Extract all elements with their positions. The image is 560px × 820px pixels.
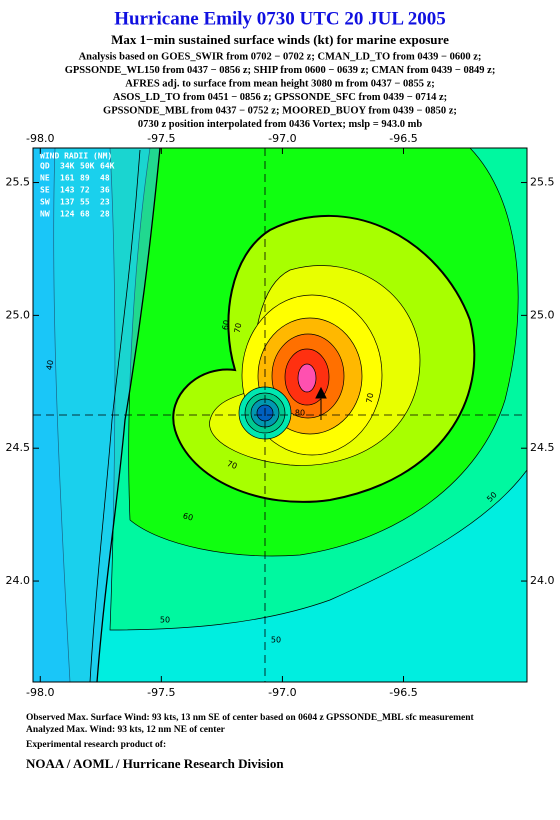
radii-cell: NW xyxy=(40,210,50,219)
radii-header: 64K xyxy=(100,162,115,171)
radii-cell: 55 xyxy=(80,198,90,207)
x-tick-label: -96.5 xyxy=(389,686,417,699)
x-tick-label: -97.0 xyxy=(268,132,296,145)
y-tick-label: 25.5 xyxy=(530,176,555,189)
land xyxy=(33,148,160,682)
contour-label: 70 xyxy=(233,322,244,334)
radii-header: QD xyxy=(40,162,50,171)
plot-frame xyxy=(32,147,528,683)
x-tick-label: -97.5 xyxy=(147,686,175,699)
contour-label: 60 xyxy=(221,319,232,331)
analysis-line: ASOS_LD_TO from 0451 − 0856 z; GPSSONDE_… xyxy=(113,92,447,103)
analysis-notes: Analysis based on GOES_SWIR from 0702 − … xyxy=(65,51,496,130)
footer-product: Experimental research product of: xyxy=(26,740,166,750)
radii-header: 50K xyxy=(80,162,95,171)
radii-cell: 89 xyxy=(80,174,90,183)
y-tick-label: 25.0 xyxy=(6,308,31,321)
radii-cell: 143 xyxy=(60,186,75,195)
radii-cell: 48 xyxy=(100,174,110,183)
analysis-line: Analysis based on GOES_SWIR from 0702 − … xyxy=(79,51,482,62)
contour-label: 40 xyxy=(45,359,56,371)
axes: -98.0 -98.0 -97.5 -97.5 -97.0 -97.0 -96.5 -96.5… xyxy=(6,132,555,699)
radii-cell: 28 xyxy=(100,210,110,219)
contour-label: 70 xyxy=(226,459,239,471)
radii-cell: 36 xyxy=(100,186,110,195)
subtitle: Max 1−min sustained surface winds (kt) f… xyxy=(111,32,449,47)
contour-label: 60 xyxy=(182,511,194,522)
analysis-line: GPSSONDE_WL150 from 0437 − 0856 z; SHIP … xyxy=(65,65,496,76)
contour-label: 50 xyxy=(271,636,281,645)
radii-cell: 137 xyxy=(60,198,75,207)
x-tick-label: -96.5 xyxy=(389,132,417,145)
wind-radii-table: WIND RADII (NM)QD 34K 50K 64K NE 161 89 48 SE 143… xyxy=(40,152,115,219)
y-tick-label: 25.0 xyxy=(530,308,555,321)
analysis-line: AFRES adj. to surface from mean height 3… xyxy=(125,78,434,89)
contour-label: 80 xyxy=(295,409,305,418)
radii-cell: 72 xyxy=(80,186,90,195)
max-wind-arrow xyxy=(315,386,327,420)
radii-cell: NE xyxy=(40,174,50,183)
y-tick-label: 24.0 xyxy=(6,574,31,587)
analysis-line: 0730 z position interpolated from 0436 V… xyxy=(138,119,422,130)
x-tick-label: -97.5 xyxy=(147,132,175,145)
contour-label: 70 xyxy=(365,392,376,404)
radii-cell: 161 xyxy=(60,174,75,183)
y-tick-label: 24.5 xyxy=(6,441,31,454)
x-tick-label: -98.0 xyxy=(26,132,54,145)
footer: Observed Max. Surface Wind: 93 kts, 13 n… xyxy=(26,713,474,771)
y-tick-label: 25.5 xyxy=(6,176,31,189)
y-tick-label: 24.0 xyxy=(530,574,555,587)
x-tick-label: -98.0 xyxy=(26,686,54,699)
radii-cell: 68 xyxy=(80,210,90,219)
wind-max xyxy=(297,363,317,393)
analysis-line: GPSSONDE_MBL from 0437 − 0752 z; MOORED_… xyxy=(103,105,457,116)
radii-title: WIND RADII (NM) xyxy=(40,152,112,161)
coastline-inner xyxy=(89,149,141,682)
radii-header: 34K xyxy=(60,162,75,171)
x-tick-label: -97.0 xyxy=(268,686,296,699)
radii-cell: SE xyxy=(40,186,50,195)
footer-org: NOAA / AOML / Hurricane Research Divisio… xyxy=(26,756,284,771)
contour-label: 50 xyxy=(160,616,170,625)
footer-analyzed: Analyzed Max. Wind: 93 kts, 12 nm NE of … xyxy=(26,725,226,735)
radii-cell: 124 xyxy=(60,210,75,219)
radii-cell: 23 xyxy=(100,198,110,207)
coastline xyxy=(96,148,161,682)
radii-cell: SW xyxy=(40,198,50,207)
title: Hurricane Emily 0730 UTC 20 JUL 2005 xyxy=(114,8,445,29)
footer-observed: Observed Max. Surface Wind: 93 kts, 13 n… xyxy=(26,713,474,723)
y-tick-label: 24.5 xyxy=(530,441,555,454)
